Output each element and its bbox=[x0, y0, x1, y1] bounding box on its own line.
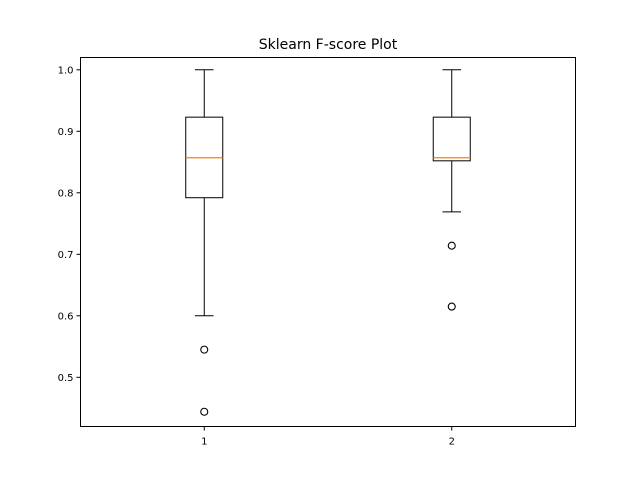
chart-title: Sklearn F-score Plot bbox=[259, 37, 398, 53]
y-tick-label: 0.5 bbox=[58, 373, 74, 384]
boxes-group bbox=[185, 69, 471, 416]
box-1 bbox=[185, 69, 224, 416]
x-tick-label: 2 bbox=[449, 437, 455, 448]
outlier-point bbox=[200, 407, 209, 416]
y-tick-label: 0.6 bbox=[58, 311, 74, 322]
x-tick-label: 1 bbox=[201, 437, 207, 448]
y-axis: 0.5 0.6 0.7 0.8 0.9 1.0 bbox=[58, 65, 81, 384]
outlier-point bbox=[447, 241, 456, 250]
box-2 bbox=[432, 69, 471, 311]
outlier-point bbox=[200, 345, 209, 354]
outlier-point bbox=[447, 302, 456, 311]
plot-area-frame bbox=[80, 57, 576, 427]
iqr-box bbox=[432, 116, 471, 162]
y-tick-label: 0.8 bbox=[58, 188, 74, 199]
y-tick-label: 0.7 bbox=[58, 250, 74, 261]
y-tick-label: 0.9 bbox=[58, 127, 74, 138]
y-tick-label: 1.0 bbox=[58, 65, 74, 76]
